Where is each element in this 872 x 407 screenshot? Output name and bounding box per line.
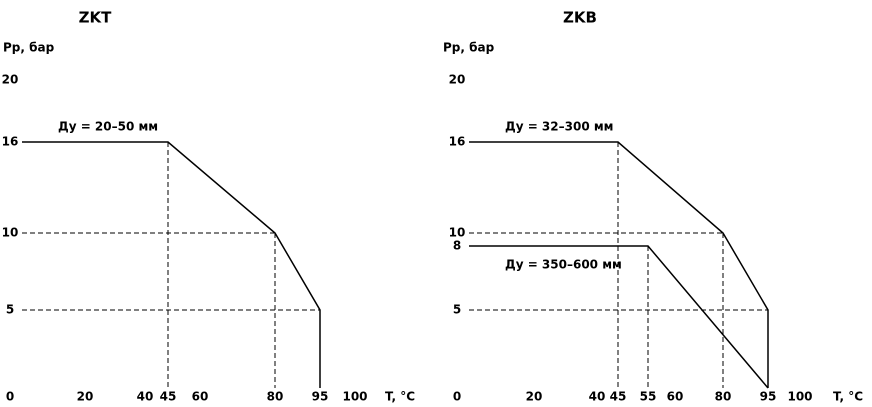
chart-title: ZKT bbox=[79, 9, 113, 27]
y-tick-label: 20 bbox=[2, 73, 19, 87]
series-label: Ду = 20–50 мм bbox=[58, 120, 158, 134]
y-tick-label: 5 bbox=[453, 303, 461, 317]
x-tick-label: 20 bbox=[77, 390, 94, 404]
x-tick-label: 80 bbox=[715, 390, 732, 404]
x-tick-label: 100 bbox=[342, 390, 367, 404]
y-tick-label: 10 bbox=[449, 226, 466, 240]
series-line bbox=[22, 141, 321, 388]
x-tick-label: 95 bbox=[760, 390, 777, 404]
x-axis-label: T, °C bbox=[833, 390, 863, 404]
x-tick-label: 80 bbox=[267, 390, 284, 404]
x-tick-label: 60 bbox=[667, 390, 684, 404]
x-tick-label: 60 bbox=[192, 390, 209, 404]
y-axis-label: Pр, бар bbox=[443, 41, 495, 55]
x-tick-label: 0 bbox=[6, 390, 14, 404]
x-tick-label: 45 bbox=[160, 390, 177, 404]
y-tick-label: 10 bbox=[2, 226, 19, 240]
y-tick-label: 16 bbox=[2, 135, 19, 149]
x-tick-label: 40 bbox=[589, 390, 606, 404]
y-tick-label: 20 bbox=[449, 73, 466, 87]
series-line bbox=[469, 141, 769, 388]
series-line bbox=[469, 245, 769, 389]
x-tick-label: 45 bbox=[610, 390, 627, 404]
x-tick-label: 55 bbox=[640, 390, 657, 404]
series-label: Ду = 350–600 мм bbox=[505, 258, 622, 272]
series-label: Ду = 32–300 мм bbox=[505, 120, 613, 134]
x-tick-label: 40 bbox=[137, 390, 154, 404]
y-axis-label: Pр, бар bbox=[3, 41, 55, 55]
x-axis-label: T, °C bbox=[385, 390, 415, 404]
x-tick-label: 0 bbox=[453, 390, 461, 404]
y-tick-label: 5 bbox=[6, 303, 14, 317]
chart-title: ZKB bbox=[563, 9, 597, 27]
x-tick-label: 20 bbox=[526, 390, 543, 404]
y-tick-label: 8 bbox=[453, 239, 461, 253]
x-tick-label: 95 bbox=[312, 390, 329, 404]
x-tick-label: 100 bbox=[787, 390, 812, 404]
y-tick-label: 16 bbox=[449, 135, 466, 149]
